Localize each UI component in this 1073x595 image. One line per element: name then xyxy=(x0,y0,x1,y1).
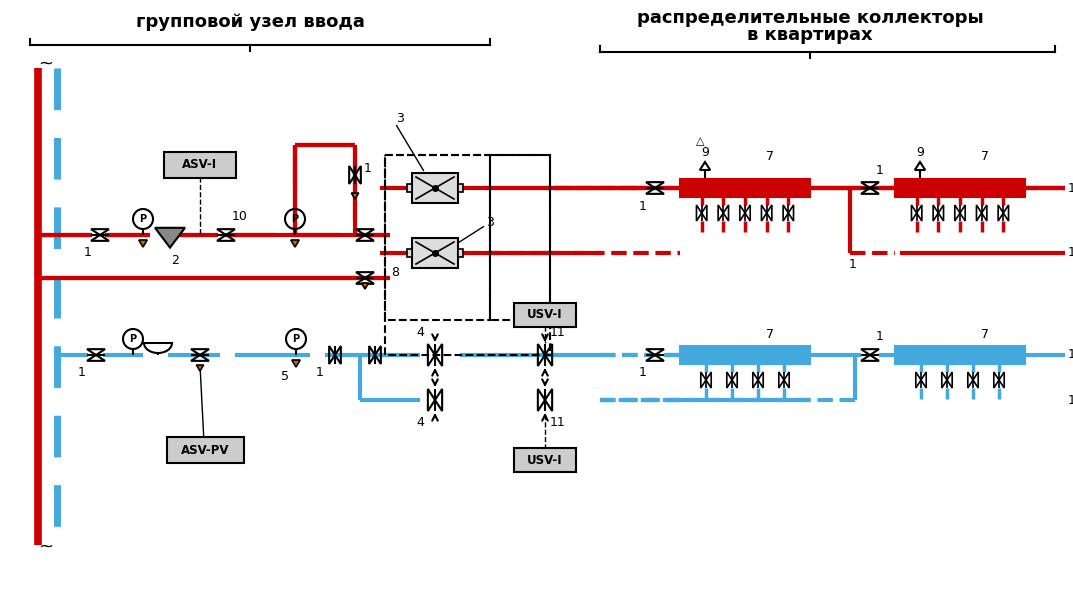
Text: 9: 9 xyxy=(701,146,709,158)
Bar xyxy=(385,155,490,320)
Polygon shape xyxy=(138,240,147,247)
Text: 1: 1 xyxy=(849,258,857,271)
Bar xyxy=(680,179,810,197)
Text: 1: 1 xyxy=(84,246,92,259)
FancyBboxPatch shape xyxy=(166,437,244,463)
Bar xyxy=(385,155,550,355)
Text: 7: 7 xyxy=(981,149,989,162)
Text: 1: 1 xyxy=(876,330,884,343)
Polygon shape xyxy=(292,360,300,367)
Text: 8: 8 xyxy=(391,265,399,278)
Text: ASV-I: ASV-I xyxy=(182,158,218,171)
Text: 4: 4 xyxy=(416,327,424,340)
Text: P: P xyxy=(292,214,298,224)
Bar xyxy=(458,184,464,192)
Text: 1: 1 xyxy=(640,199,647,212)
Text: 1: 1 xyxy=(1068,393,1073,406)
Polygon shape xyxy=(351,193,358,199)
Text: P: P xyxy=(130,334,136,344)
Text: распределительные коллекторы: распределительные коллекторы xyxy=(636,9,983,27)
Text: 4: 4 xyxy=(416,415,424,428)
Text: 7: 7 xyxy=(981,328,989,342)
Text: 1: 1 xyxy=(1068,246,1073,259)
Bar xyxy=(895,179,1025,197)
Text: USV-I: USV-I xyxy=(527,453,563,466)
Text: 1: 1 xyxy=(78,367,86,380)
Text: 7: 7 xyxy=(766,328,774,342)
Text: 1: 1 xyxy=(317,367,324,380)
Text: 1: 1 xyxy=(1068,181,1073,195)
Text: ~: ~ xyxy=(39,538,54,556)
Text: 1: 1 xyxy=(640,367,647,380)
Text: USV-I: USV-I xyxy=(527,308,563,321)
Text: 3: 3 xyxy=(396,111,403,124)
Text: групповой узел ввода: групповой узел ввода xyxy=(135,13,365,31)
Text: 1: 1 xyxy=(876,164,884,177)
Text: 11: 11 xyxy=(550,415,565,428)
FancyBboxPatch shape xyxy=(514,448,576,472)
Text: 9: 9 xyxy=(916,146,924,158)
Bar xyxy=(407,184,412,192)
Text: 2: 2 xyxy=(171,253,179,267)
Text: △: △ xyxy=(695,136,704,146)
Polygon shape xyxy=(362,283,369,289)
Text: 1: 1 xyxy=(364,161,372,174)
Bar xyxy=(412,238,458,268)
Bar xyxy=(458,249,464,257)
FancyBboxPatch shape xyxy=(514,303,576,327)
Text: 10: 10 xyxy=(232,211,248,224)
Text: 11: 11 xyxy=(550,327,565,340)
Text: в квартирах: в квартирах xyxy=(747,26,872,44)
Text: P: P xyxy=(139,214,147,224)
Bar xyxy=(490,155,550,320)
Polygon shape xyxy=(155,228,185,248)
Text: ~: ~ xyxy=(39,55,54,73)
Bar xyxy=(407,249,412,257)
Text: 5: 5 xyxy=(281,371,289,384)
FancyBboxPatch shape xyxy=(164,152,236,178)
Text: 1: 1 xyxy=(1068,349,1073,362)
Text: P: P xyxy=(293,334,299,344)
Bar xyxy=(412,173,458,203)
Text: ASV-PV: ASV-PV xyxy=(180,443,230,456)
Polygon shape xyxy=(196,365,204,371)
Polygon shape xyxy=(291,240,299,247)
Bar xyxy=(680,346,810,364)
Text: 3: 3 xyxy=(486,215,494,228)
Bar xyxy=(895,346,1025,364)
Text: 7: 7 xyxy=(766,149,774,162)
